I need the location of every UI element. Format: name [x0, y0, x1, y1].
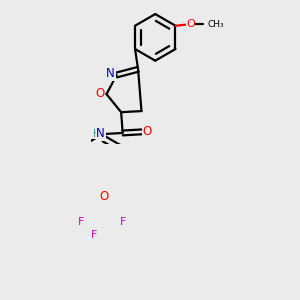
Text: O: O: [142, 125, 152, 138]
Text: N: N: [96, 127, 105, 140]
Text: F: F: [77, 217, 84, 227]
Text: N: N: [106, 67, 115, 80]
Text: O: O: [186, 19, 195, 29]
Text: CH₃: CH₃: [207, 20, 224, 29]
Text: O: O: [99, 190, 108, 203]
Text: F: F: [120, 217, 127, 227]
Text: F: F: [92, 230, 98, 240]
Text: O: O: [95, 87, 104, 100]
Text: H: H: [93, 129, 101, 139]
